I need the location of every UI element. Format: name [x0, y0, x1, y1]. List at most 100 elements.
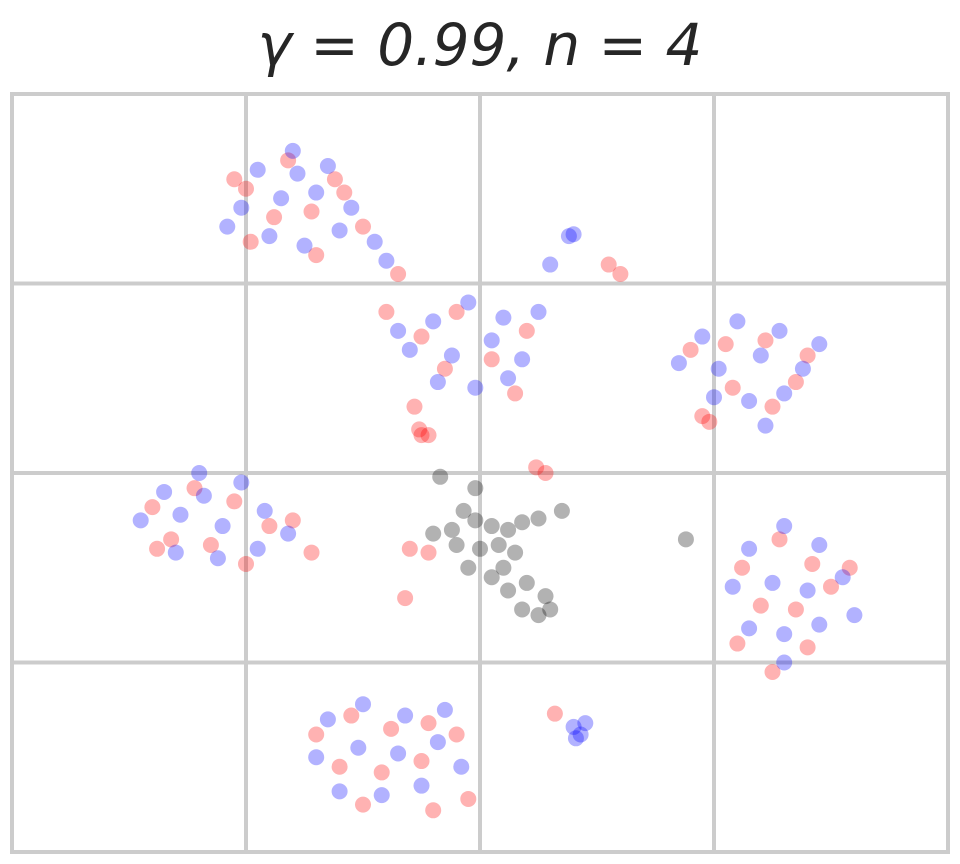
point: [567, 730, 584, 747]
point: [202, 537, 219, 554]
point: [343, 199, 360, 216]
point: [483, 351, 500, 368]
point: [429, 734, 446, 751]
point: [355, 218, 371, 235]
point: [390, 322, 407, 339]
point: [284, 142, 301, 159]
point: [553, 502, 570, 519]
point: [600, 256, 617, 273]
point: [811, 537, 828, 554]
point: [530, 607, 547, 624]
point: [261, 228, 278, 245]
point: [443, 521, 460, 538]
point: [841, 559, 858, 576]
point: [163, 531, 180, 548]
point: [453, 758, 470, 775]
point: [577, 715, 594, 732]
point: [413, 427, 430, 444]
point: [273, 190, 290, 207]
point: [565, 226, 582, 243]
point: [741, 392, 758, 409]
point: [455, 502, 472, 519]
point: [706, 389, 722, 406]
point: [472, 540, 488, 557]
point: [717, 336, 734, 353]
point: [799, 582, 816, 599]
point: [308, 749, 325, 766]
point: [266, 209, 283, 226]
point: [242, 233, 259, 250]
point: [694, 328, 711, 345]
point: [500, 582, 517, 599]
point: [373, 764, 390, 781]
point: [787, 601, 804, 618]
point: [233, 199, 250, 216]
point: [467, 480, 484, 497]
point: [256, 502, 273, 519]
point: [366, 233, 383, 250]
point: [537, 465, 554, 481]
point: [764, 663, 781, 680]
point: [425, 525, 442, 542]
point: [677, 531, 694, 548]
point: [144, 499, 161, 516]
point: [355, 796, 371, 813]
point: [397, 707, 414, 724]
point: [565, 718, 582, 735]
point: [694, 408, 711, 425]
point: [771, 531, 788, 548]
point: [823, 578, 839, 595]
point: [420, 544, 437, 561]
point: [794, 360, 811, 377]
point: [186, 480, 203, 497]
point: [331, 222, 348, 239]
point: [261, 518, 278, 535]
point: [500, 521, 517, 538]
point: [397, 590, 414, 607]
point: [167, 544, 184, 561]
point: [331, 783, 348, 800]
point: [724, 578, 741, 595]
point: [303, 203, 320, 220]
point: [729, 635, 746, 652]
point: [741, 620, 758, 637]
point: [448, 303, 465, 320]
point: [460, 559, 477, 576]
point: [343, 707, 360, 724]
point: [172, 506, 189, 523]
point: [804, 555, 821, 572]
point: [420, 715, 437, 732]
point: [443, 347, 460, 364]
point: [413, 328, 430, 345]
point: [336, 184, 353, 201]
point: [249, 540, 266, 557]
point: [156, 483, 173, 500]
point: [729, 313, 746, 330]
point: [429, 374, 446, 391]
point: [530, 510, 547, 527]
point: [572, 726, 589, 743]
point: [776, 626, 793, 643]
point: [612, 266, 629, 283]
point: [528, 459, 545, 476]
point: [436, 701, 453, 718]
point: [448, 537, 465, 554]
point: [490, 537, 507, 554]
point: [771, 322, 788, 339]
point: [776, 518, 793, 535]
point: [390, 745, 407, 762]
point: [401, 341, 418, 358]
point: [378, 252, 395, 269]
point: [319, 711, 336, 728]
point: [420, 427, 437, 444]
point: [757, 332, 774, 349]
point: [811, 616, 828, 633]
point: [514, 351, 531, 368]
point: [319, 158, 336, 175]
point: [776, 385, 793, 402]
point: [514, 601, 531, 618]
point: [413, 753, 430, 770]
point: [238, 555, 254, 572]
point: [355, 696, 371, 713]
